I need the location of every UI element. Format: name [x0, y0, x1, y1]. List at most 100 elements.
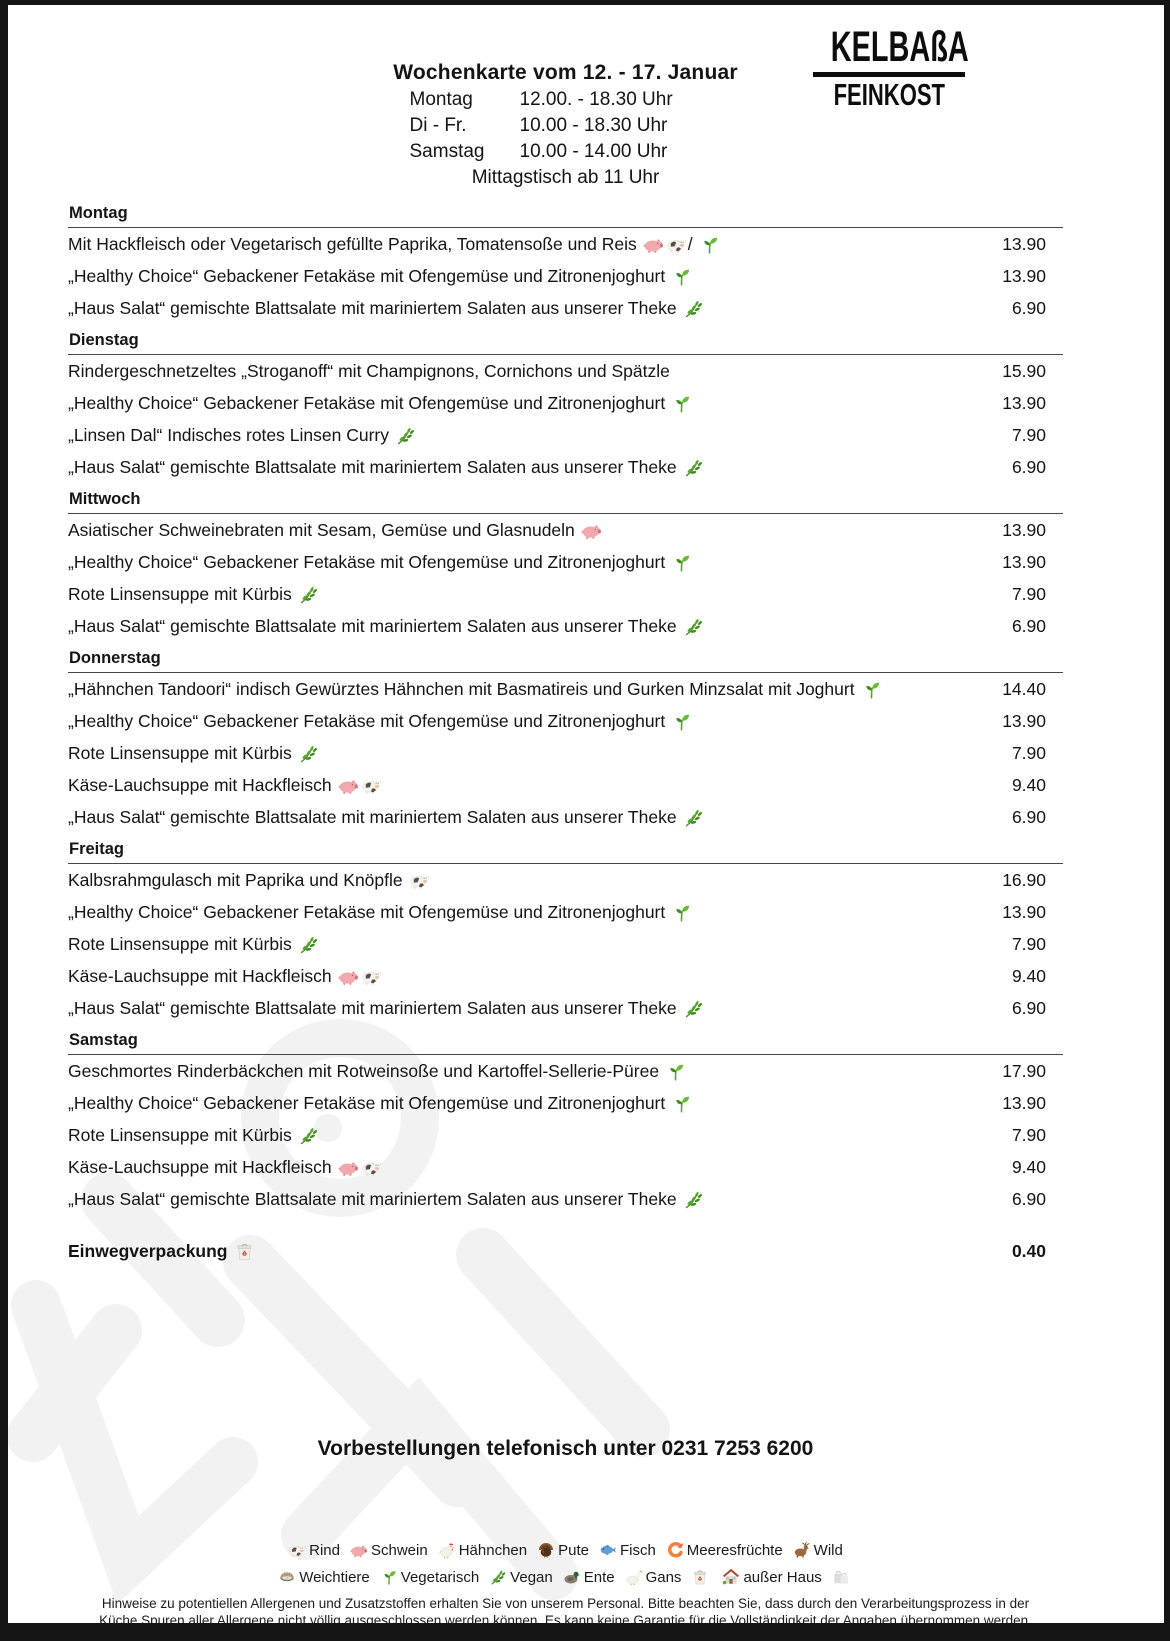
menu-item-text: Einwegverpackung [68, 1240, 228, 1261]
menu-item-row: „Haus Salat“ gemischte Blattsalate mit m… [68, 292, 1063, 324]
goose-icon [625, 1568, 643, 1586]
legend-label: Vegetarisch [400, 1569, 480, 1586]
menu-item-price: 13.90 [1002, 519, 1046, 540]
menu-item-row: „Haus Salat“ gemischte Blattsalate mit m… [68, 801, 1063, 833]
menu-item-text: Käse-Lauchsuppe mit Hackfleisch [68, 1156, 332, 1177]
icon-legend: Rind Schwein Hähnchen Pute Fisch Meeresfrücht… [68, 1537, 1063, 1591]
menu-item-text: „Haus Salat“ gemischte Blattsalate mit m… [68, 806, 677, 827]
menu-item-price: 0.40 [1011, 1240, 1046, 1261]
menu-item-text: „Linsen Dal“ Indisches rotes Linsen Curr… [68, 424, 389, 445]
seedling-icon [380, 1568, 398, 1586]
seedling-icon [671, 266, 692, 287]
menu-item: „Haus Salat“ gemischte Blattsalate mit m… [68, 298, 704, 319]
menu-item: Käse-Lauchsuppe mit Hackfleisch [68, 966, 382, 987]
cow-icon [361, 1157, 382, 1178]
cow-icon [288, 1541, 306, 1559]
legend-entry: Schwein [340, 1542, 428, 1559]
menu-item-row: Kalbsrahmgulasch mit Paprika und Knöpfle… [68, 864, 1063, 896]
day-section: Dienstag Rindergeschnetzeltes „Stroganoff… [68, 329, 1063, 483]
menu-item-text: „Hähnchen Tandoori“ indisch Gewürztes Hä… [68, 678, 855, 699]
menu-item-price: 6.90 [1011, 997, 1046, 1018]
legend-entry: außer Haus [681, 1569, 822, 1586]
menu-item: „Haus Salat“ gemischte Blattsalate mit m… [68, 457, 704, 478]
menu-item: „Haus Salat“ gemischte Blattsalate mit m… [68, 1189, 704, 1210]
menu-item: „Hähnchen Tandoori“ indisch Gewürztes Hä… [68, 679, 882, 700]
menu-item: „Healthy Choice“ Gebackener Fetakäse mit… [68, 902, 692, 923]
menu-item-text: „Haus Salat“ gemischte Blattsalate mit m… [68, 297, 677, 318]
page-title: Wochenkarte vom 12. - 17. Januar [393, 61, 738, 84]
menu-item-price: 7.90 [1011, 583, 1046, 604]
legend-line: Rind Schwein Hähnchen Pute Fisch Meeresfrücht… [68, 1537, 1063, 1564]
legend-entry: Gans [615, 1568, 681, 1586]
menu-item: Asiatischer Schweinebraten mit Sesam, Ge… [68, 520, 602, 541]
menu-item-row: Käse-Lauchsuppe mit Hackfleisch 9.40 [68, 1151, 1063, 1183]
pig-icon [643, 234, 664, 255]
fish-icon [599, 1541, 617, 1559]
cow-icon [361, 775, 382, 796]
seedling-icon [699, 234, 720, 255]
day-header: Donnerstag [68, 647, 1063, 673]
menu-item: Mit Hackfleisch oder Vegetarisch gefüllt… [68, 234, 720, 255]
menu-item-row: Einwegverpackung 0.40 [68, 1235, 1063, 1267]
opening-hours-row: Montag 12.00. - 18.30 Uhr [410, 87, 722, 113]
hours-time: 10.00 - 18.30 Uhr [519, 115, 668, 136]
menu-item-price: 6.90 [1011, 615, 1046, 636]
menu-item-price: 13.90 [1002, 233, 1046, 254]
logo-subtitle: FEINKOST [833, 78, 945, 113]
menu-item-row: Geschmortes Rinderbäckchen mit Rotweinso… [68, 1055, 1063, 1087]
hours-day-label: Samstag [409, 141, 485, 162]
legend-label: außer Haus [743, 1569, 822, 1586]
menu-item-row: Asiatischer Schweinebraten mit Sesam, Ge… [68, 514, 1063, 546]
herb-icon [489, 1568, 507, 1586]
menu-item-price: 16.90 [1002, 869, 1046, 890]
menu-item-text: „Healthy Choice“ Gebackener Fetakäse mit… [68, 901, 666, 922]
menu-item-text: „Haus Salat“ gemischte Blattsalate mit m… [68, 997, 677, 1018]
seedling-icon [861, 679, 882, 700]
legend-entry [822, 1569, 853, 1586]
header: Wochenkarte vom 12. - 17. Januar Montag 1… [68, 26, 1063, 191]
seedling-icon [671, 393, 692, 414]
menu-item: Kalbsrahmgulasch mit Paprika und Knöpfle [68, 870, 430, 891]
menu-item-row: „Healthy Choice“ Gebackener Fetakäse mit… [68, 546, 1063, 578]
herb-icon [298, 584, 319, 605]
menu-item: Einwegverpackung [68, 1241, 255, 1262]
day-section: Freitag Kalbsrahmgulasch mit Paprika und … [68, 838, 1063, 1024]
menu-page: Wochenkarte vom 12. - 17. Januar Montag 1… [8, 5, 1164, 1623]
menu-item-price: 6.90 [1011, 297, 1046, 318]
company-logo: KELBAßA FEINKOST [809, 26, 969, 113]
legend-label: Hähnchen [458, 1542, 528, 1559]
menu-item-row: „Linsen Dal“ Indisches rotes Linsen Curr… [68, 419, 1063, 451]
menu-item-price: 17.90 [1002, 1060, 1046, 1081]
logo-name: KELBAßA [830, 24, 969, 72]
menu-item: „Linsen Dal“ Indisches rotes Linsen Curr… [68, 425, 416, 446]
hours-day-label: Montag [409, 89, 473, 110]
menu-item: Rindergeschnetzeltes „Stroganoff“ mit Ch… [68, 361, 670, 382]
menu-item-row: Rote Linsensuppe mit Kürbis 7.90 [68, 1119, 1063, 1151]
menu-item-row: Rote Linsensuppe mit Kürbis 7.90 [68, 928, 1063, 960]
menu-item-price: 14.40 [1002, 678, 1046, 699]
legend-label: Fisch [619, 1542, 656, 1559]
seedling-icon [671, 711, 692, 732]
opening-hours-row: Samstag 10.00 - 14.00 Uhr [410, 139, 722, 165]
menu-item-row: „Healthy Choice“ Gebackener Fetakäse mit… [68, 705, 1063, 737]
menu-item-text: „Haus Salat“ gemischte Blattsalate mit m… [68, 456, 677, 477]
menu-item-text: Rote Linsensuppe mit Kürbis [68, 742, 292, 763]
menu-item: „Healthy Choice“ Gebackener Fetakäse mit… [68, 393, 692, 414]
seedling-icon [671, 1093, 692, 1114]
cow-icon [361, 966, 382, 987]
menu-item-row: „Healthy Choice“ Gebackener Fetakäse mit… [68, 260, 1063, 292]
menu-item-price: 13.90 [1002, 710, 1046, 731]
menu-item: Rote Linsensuppe mit Kürbis [68, 584, 319, 605]
day-section: Montag Mit Hackfleisch oder Vegetarisch g… [68, 202, 1063, 324]
menu-item-price: 9.40 [1011, 774, 1046, 795]
pig-icon [338, 775, 359, 796]
menu-item: Rote Linsensuppe mit Kürbis [68, 934, 319, 955]
menu-item-row: „Haus Salat“ gemischte Blattsalate mit m… [68, 992, 1063, 1024]
menu-item-text: Mit Hackfleisch oder Vegetarisch gefüllt… [68, 233, 637, 254]
menu-item-text: „Haus Salat“ gemischte Blattsalate mit m… [68, 615, 677, 636]
turkey-icon [537, 1541, 555, 1559]
menu-item-row: Käse-Lauchsuppe mit Hackfleisch 9.40 [68, 960, 1063, 992]
day-section: Samstag Geschmortes Rinderbäckchen mit Ro… [68, 1029, 1063, 1215]
hours-time: 12.00. - 18.30 Uhr [519, 89, 673, 110]
